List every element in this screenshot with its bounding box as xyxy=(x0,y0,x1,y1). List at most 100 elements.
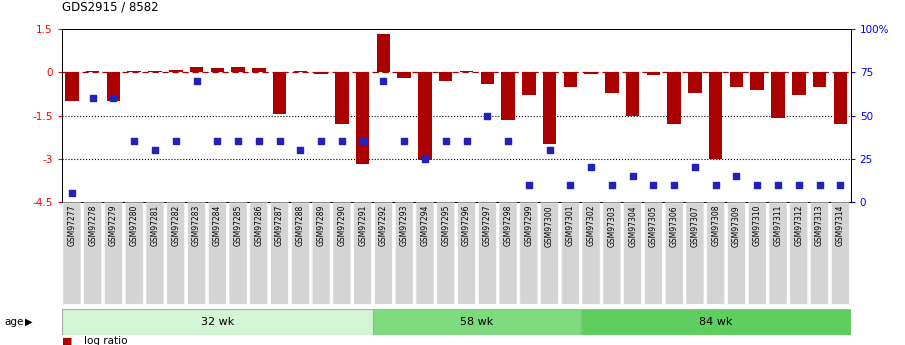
Text: GDS2915 / 8582: GDS2915 / 8582 xyxy=(62,1,158,14)
Point xyxy=(85,96,100,101)
Bar xyxy=(605,72,619,92)
FancyBboxPatch shape xyxy=(354,203,372,304)
Text: GSM97284: GSM97284 xyxy=(213,205,222,246)
Text: GSM97298: GSM97298 xyxy=(503,205,512,246)
FancyBboxPatch shape xyxy=(457,203,475,304)
Bar xyxy=(335,72,348,124)
Point xyxy=(688,165,702,170)
Text: GSM97299: GSM97299 xyxy=(524,205,533,246)
Point xyxy=(272,139,287,144)
FancyBboxPatch shape xyxy=(250,203,268,304)
Text: log ratio: log ratio xyxy=(84,336,128,345)
Text: 58 wk: 58 wk xyxy=(461,317,493,327)
FancyBboxPatch shape xyxy=(375,203,393,304)
Text: GSM97279: GSM97279 xyxy=(109,205,118,246)
Text: GSM97289: GSM97289 xyxy=(317,205,326,246)
Text: GSM97309: GSM97309 xyxy=(732,205,741,247)
Text: GSM97278: GSM97278 xyxy=(88,205,97,246)
Bar xyxy=(501,72,515,120)
Text: GSM97297: GSM97297 xyxy=(482,205,491,246)
Point xyxy=(252,139,266,144)
Text: GSM97295: GSM97295 xyxy=(442,205,450,246)
Text: age: age xyxy=(5,317,24,327)
Bar xyxy=(729,72,743,87)
Point xyxy=(376,78,391,84)
Bar xyxy=(792,72,805,96)
FancyBboxPatch shape xyxy=(499,203,517,304)
Text: GSM97294: GSM97294 xyxy=(421,205,430,246)
Bar xyxy=(522,72,536,96)
Text: GSM97302: GSM97302 xyxy=(586,205,595,246)
Bar xyxy=(293,71,307,72)
Point xyxy=(667,182,681,187)
Point xyxy=(771,182,786,187)
FancyBboxPatch shape xyxy=(624,203,642,304)
Point xyxy=(418,156,433,161)
Text: GSM97314: GSM97314 xyxy=(836,205,844,246)
FancyBboxPatch shape xyxy=(519,203,538,304)
Point xyxy=(397,139,412,144)
FancyBboxPatch shape xyxy=(208,203,226,304)
Text: GSM97308: GSM97308 xyxy=(711,205,720,246)
FancyBboxPatch shape xyxy=(644,203,662,304)
Text: GSM97313: GSM97313 xyxy=(815,205,824,246)
Text: GSM97310: GSM97310 xyxy=(753,205,762,246)
Bar xyxy=(376,33,390,72)
Point xyxy=(625,173,640,179)
FancyBboxPatch shape xyxy=(707,203,725,304)
Point xyxy=(459,139,473,144)
Text: GSM97300: GSM97300 xyxy=(545,205,554,247)
FancyBboxPatch shape xyxy=(769,203,787,304)
Text: GSM97311: GSM97311 xyxy=(774,205,783,246)
Bar xyxy=(107,72,120,101)
Text: GSM97277: GSM97277 xyxy=(68,205,76,246)
Text: GSM97282: GSM97282 xyxy=(171,205,180,246)
Text: 32 wk: 32 wk xyxy=(201,317,233,327)
Bar xyxy=(813,72,826,87)
Point xyxy=(792,182,806,187)
Bar xyxy=(62,309,373,335)
Bar xyxy=(211,68,224,72)
Point xyxy=(646,182,661,187)
FancyBboxPatch shape xyxy=(437,203,455,304)
Bar xyxy=(667,72,681,124)
Bar xyxy=(585,72,598,74)
FancyBboxPatch shape xyxy=(62,203,81,304)
Text: GSM97292: GSM97292 xyxy=(379,205,388,246)
Bar xyxy=(543,72,557,144)
FancyBboxPatch shape xyxy=(146,203,164,304)
Point xyxy=(750,182,765,187)
Text: GSM97293: GSM97293 xyxy=(400,205,409,246)
Point xyxy=(106,96,120,101)
Bar xyxy=(564,72,577,87)
Text: GSM97283: GSM97283 xyxy=(192,205,201,246)
FancyBboxPatch shape xyxy=(104,203,122,304)
Text: GSM97307: GSM97307 xyxy=(691,205,700,247)
Text: GSM97306: GSM97306 xyxy=(670,205,679,247)
Bar xyxy=(232,67,245,72)
FancyBboxPatch shape xyxy=(125,203,143,304)
Point xyxy=(231,139,245,144)
Bar xyxy=(86,71,100,72)
Bar xyxy=(356,72,369,165)
FancyBboxPatch shape xyxy=(333,203,351,304)
Point xyxy=(439,139,453,144)
Point xyxy=(584,165,598,170)
Bar xyxy=(709,72,722,159)
FancyBboxPatch shape xyxy=(665,203,683,304)
Point xyxy=(127,139,141,144)
Text: GSM97281: GSM97281 xyxy=(150,205,159,246)
Text: GSM97304: GSM97304 xyxy=(628,205,637,247)
Point xyxy=(605,182,619,187)
FancyBboxPatch shape xyxy=(416,203,434,304)
FancyBboxPatch shape xyxy=(167,203,185,304)
Point xyxy=(168,139,183,144)
Bar xyxy=(834,72,847,124)
FancyBboxPatch shape xyxy=(291,203,310,304)
Point xyxy=(813,182,827,187)
Bar xyxy=(418,72,432,160)
FancyBboxPatch shape xyxy=(187,203,205,304)
Text: GSM97288: GSM97288 xyxy=(296,205,305,246)
Point xyxy=(834,182,848,187)
Bar xyxy=(169,70,183,72)
